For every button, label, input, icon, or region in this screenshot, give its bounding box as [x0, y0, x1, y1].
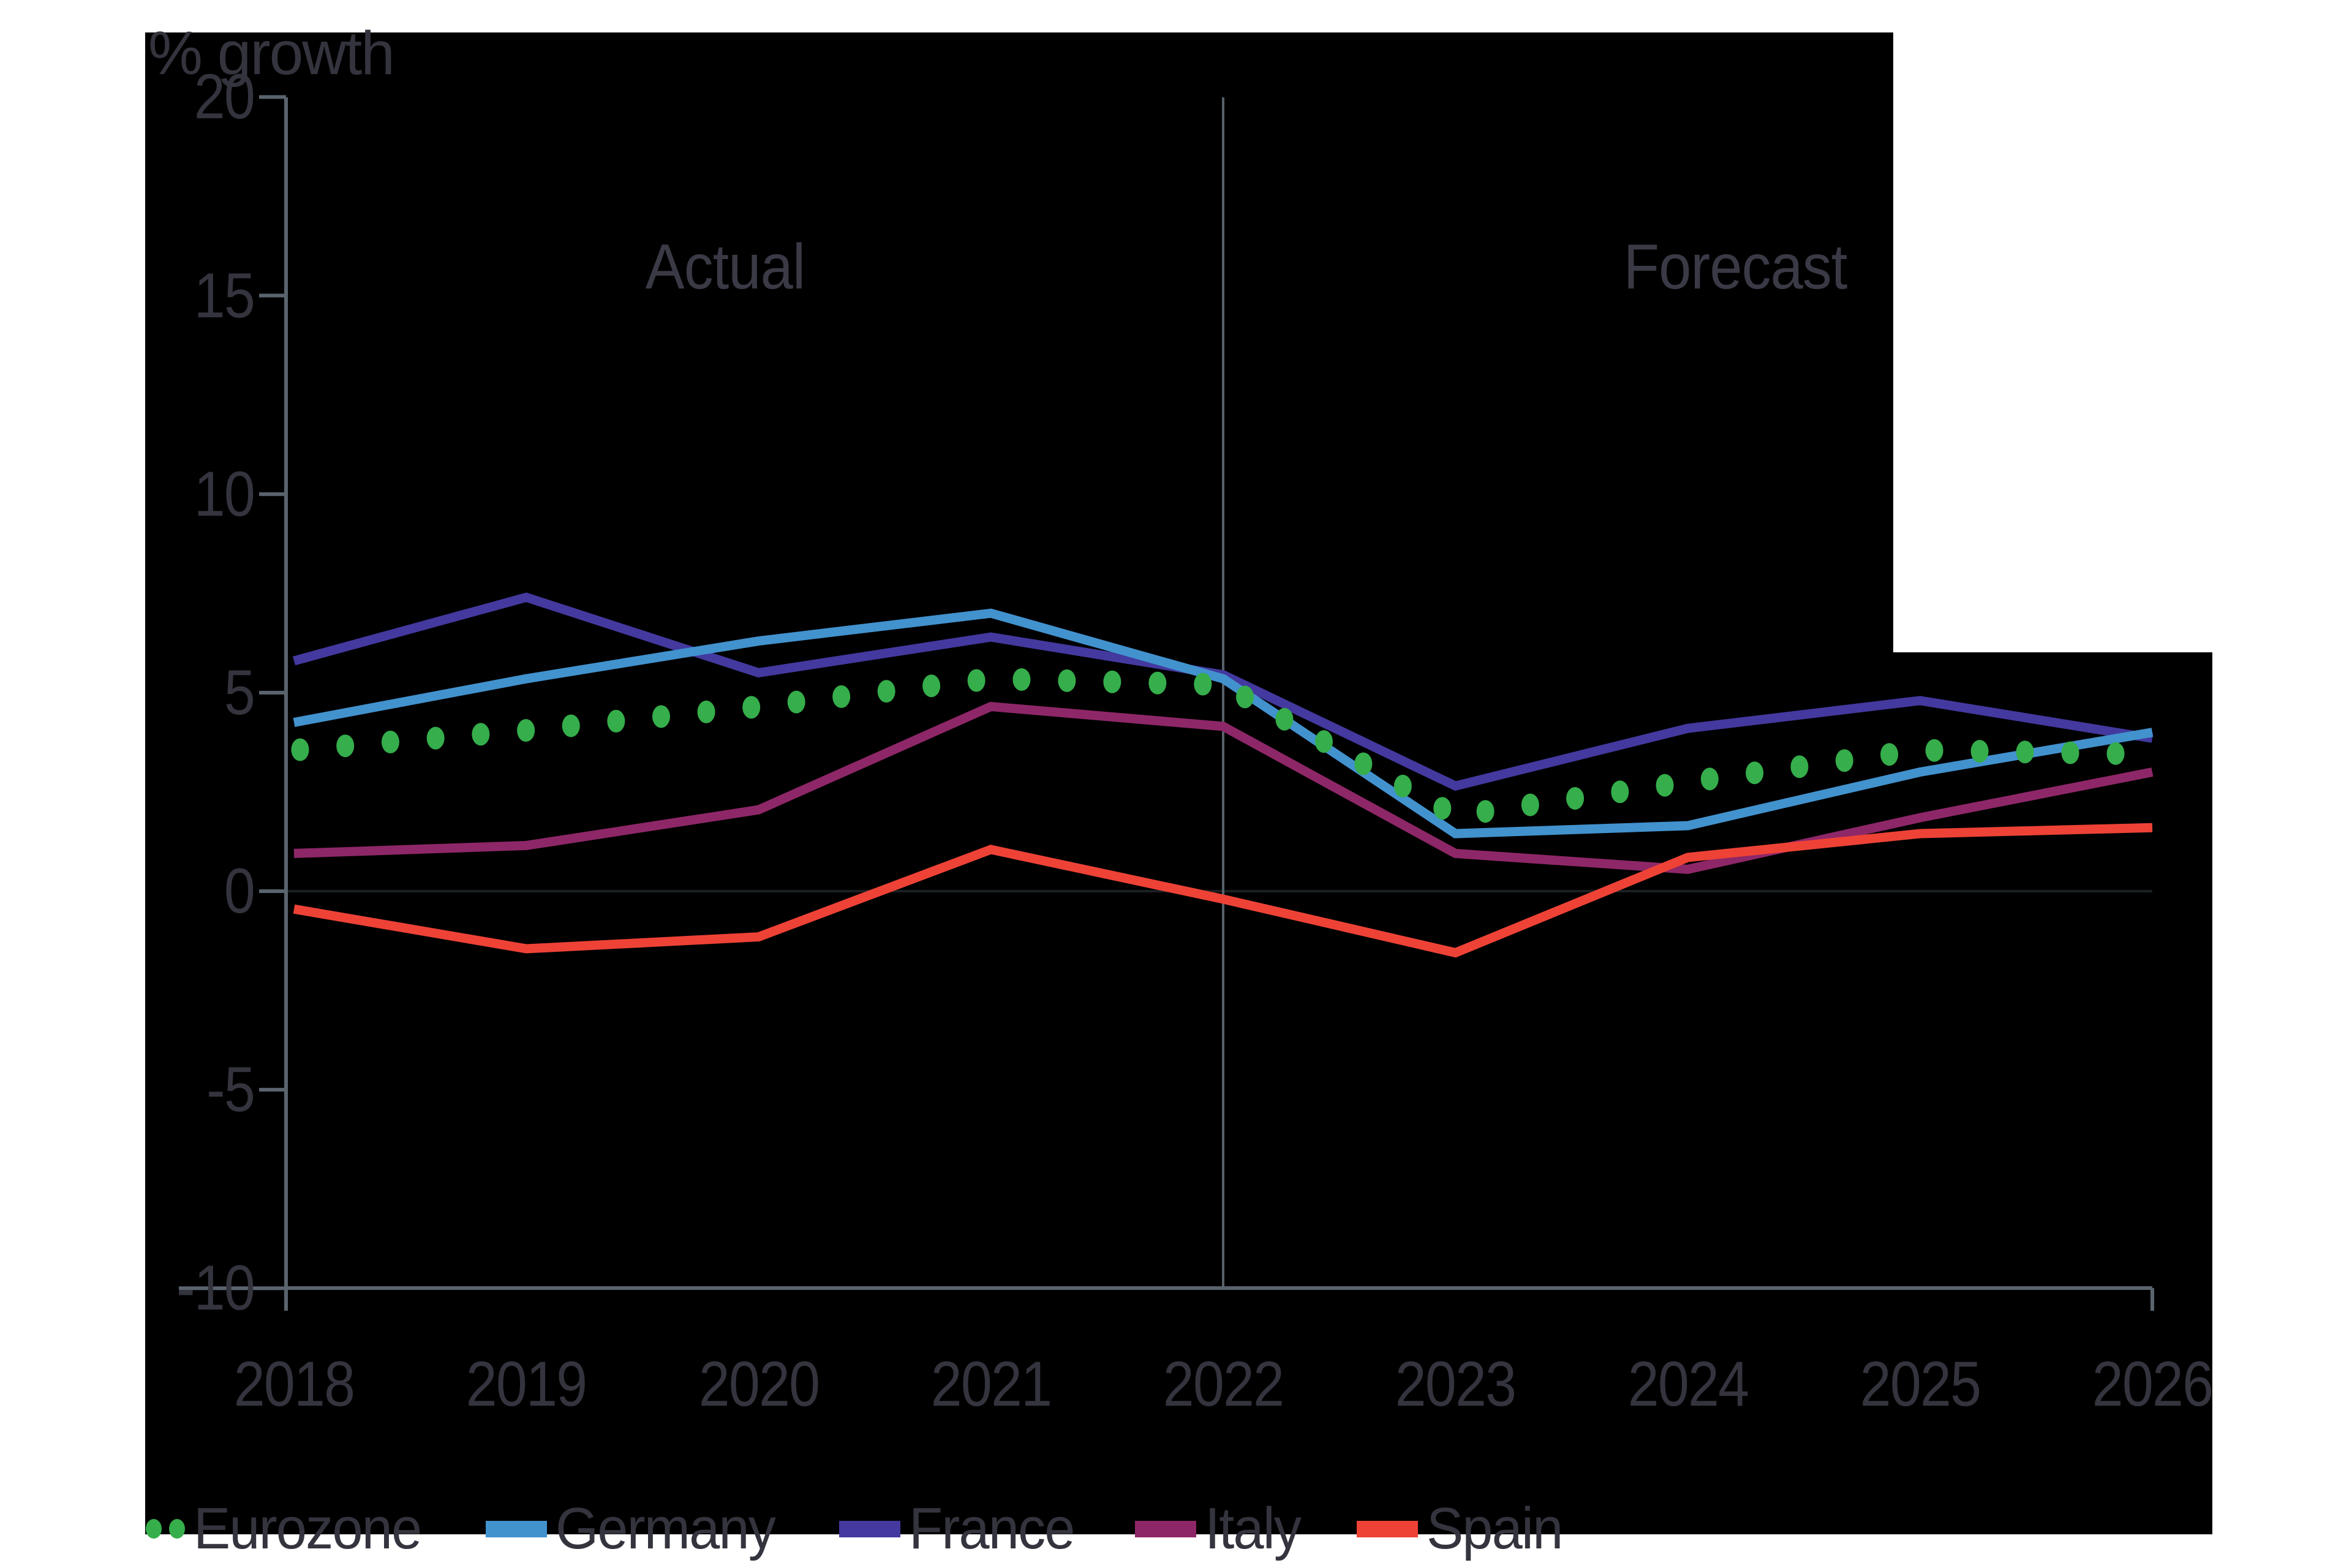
eurozone-dot	[1925, 739, 1943, 762]
eurozone-dot	[1970, 740, 1989, 763]
eurozone-dot	[1393, 774, 1412, 797]
x-tick-label-2025: 2025	[1860, 1349, 1981, 1420]
eurozone-dot	[1521, 793, 1539, 816]
eurozone-dot	[336, 734, 355, 758]
eurozone-dot	[426, 726, 445, 750]
eurozone-dot	[832, 685, 851, 708]
eurozone-dot	[1476, 800, 1494, 823]
legend-line-swatch	[1356, 1520, 1418, 1537]
eurozone-dot	[787, 690, 805, 714]
eurozone-dot	[1194, 673, 1212, 696]
legend-line-swatch	[1134, 1520, 1196, 1537]
legend-line-swatch	[839, 1520, 900, 1537]
legend-label-eurozone: Eurozone	[194, 1496, 422, 1561]
legend-label-italy: Italy	[1204, 1496, 1302, 1561]
eurozone-dot	[1148, 671, 1167, 695]
y-axis-unit-label: % growth	[148, 19, 395, 88]
y-tick-label-0: 0	[224, 856, 255, 927]
eurozone-dot	[1058, 669, 1076, 692]
legend-line-swatch	[485, 1520, 547, 1537]
legend-item-eurozone: Eurozone	[146, 1495, 435, 1562]
eurozone-dot	[1790, 755, 1809, 778]
y-tick-label--5: -5	[206, 1054, 255, 1126]
eurozone-dot	[1275, 707, 1294, 731]
eurozone-dot	[381, 730, 399, 753]
eurozone-dot	[1236, 685, 1254, 709]
series-line-germany	[293, 608, 2154, 839]
eurozone-dot	[697, 700, 715, 723]
legend-label-spain: Spain	[1426, 1496, 1563, 1561]
eurozone-dot	[967, 669, 986, 692]
series-line-spain	[293, 823, 2153, 958]
y-tick-label-15: 15	[194, 260, 255, 331]
eurozone-dot	[1566, 786, 1585, 810]
eurozone-dot	[1746, 761, 1764, 785]
eurozone-dot	[2061, 741, 2079, 764]
forecast-region-label: Forecast	[1623, 232, 1848, 303]
eurozone-dot	[607, 709, 625, 733]
eurozone-dot	[1103, 670, 1121, 693]
eurozone-dot	[877, 680, 895, 703]
eurozone-dot	[1835, 749, 1853, 772]
x-tick-label-2023: 2023	[1395, 1349, 1517, 1420]
eurozone-dot	[922, 674, 941, 698]
eurozone-dot	[742, 696, 761, 719]
eurozone-dot	[1354, 752, 1373, 775]
eurozone-dot	[291, 738, 309, 761]
chart-legend: Eurozone Germany France Italy Spain	[146, 1492, 1570, 1566]
y-tick-label-20: 20	[194, 61, 255, 133]
legend-item-france: France	[839, 1495, 1085, 1562]
chart-background-lower	[145, 652, 2212, 1534]
eurozone-dot	[1433, 797, 1452, 820]
eurozone-dot	[652, 705, 670, 728]
legend-label-france: France	[908, 1496, 1075, 1561]
series-dots-eurozone	[291, 668, 2125, 823]
legend-item-spain: Spain	[1356, 1495, 1571, 1562]
chart-background-upper	[145, 32, 1893, 652]
y-tick-label--10: -10	[176, 1253, 255, 1324]
legend-item-italy: Italy	[1134, 1495, 1306, 1562]
x-tick-label-2022: 2022	[1163, 1349, 1284, 1420]
x-tick-label-2019: 2019	[466, 1349, 587, 1420]
eurozone-dot	[1656, 774, 1674, 797]
x-tick-label-2018: 2018	[233, 1349, 355, 1420]
eurozone-dot	[1012, 668, 1031, 691]
eurozone-dot	[1880, 743, 1899, 766]
eurozone-dot	[2106, 742, 2125, 765]
eurozone-dot	[562, 714, 580, 737]
eurozone-dot	[2016, 741, 2034, 764]
legend-dot	[146, 1519, 162, 1539]
eurozone-dot	[1314, 730, 1333, 753]
x-tick-label-2021: 2021	[930, 1349, 1052, 1420]
y-tick-label-10: 10	[194, 458, 255, 530]
legend-label-germany: Germany	[555, 1496, 776, 1561]
series-line-italy	[293, 701, 2154, 874]
legend-dot	[169, 1519, 185, 1539]
eurozone-dot	[517, 718, 535, 742]
x-tick-label-2024: 2024	[1627, 1349, 1749, 1420]
legend-item-germany: Germany	[485, 1495, 789, 1562]
actual-region-label: Actual	[645, 232, 805, 303]
y-tick-label-5: 5	[224, 657, 255, 728]
eurozone-dot	[1700, 767, 1719, 791]
x-tick-label-2026: 2026	[2092, 1349, 2214, 1420]
eurozone-dot	[1611, 780, 1629, 804]
eurozone-dot	[472, 723, 490, 746]
x-tick-label-2020: 2020	[698, 1349, 820, 1420]
legend-dotted-swatch	[146, 1519, 185, 1539]
